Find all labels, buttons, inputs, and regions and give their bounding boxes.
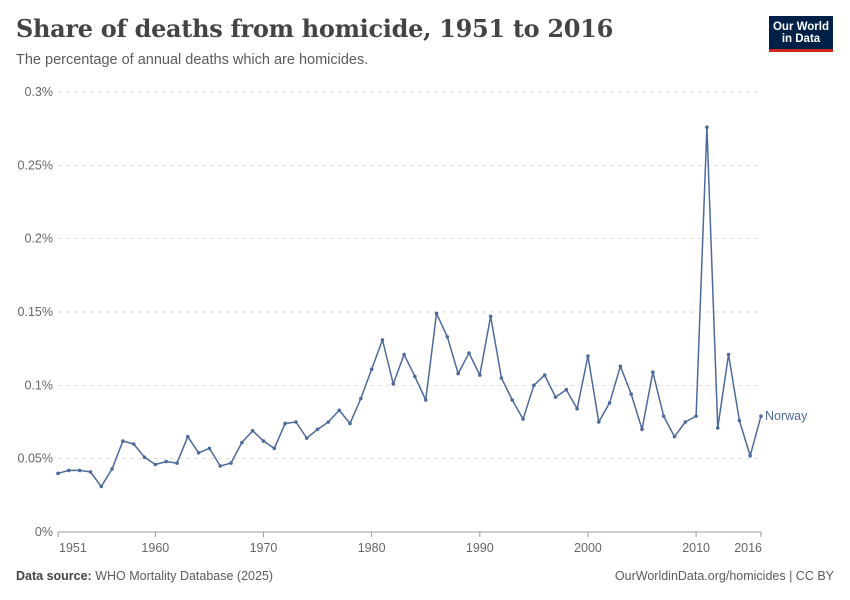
owid-logo[interactable]: Our World in Data	[769, 16, 833, 52]
data-point	[499, 376, 504, 380]
data-point	[683, 420, 688, 424]
x-tick-label: 1990	[466, 541, 494, 555]
data-point	[56, 471, 60, 476]
data-point	[488, 314, 493, 319]
data-point	[207, 446, 212, 451]
data-point	[510, 398, 515, 402]
data-point	[272, 446, 277, 451]
data-point	[705, 125, 709, 129]
x-tick-label: 2016	[734, 541, 762, 555]
x-tick-label: 1970	[250, 541, 278, 555]
data-point	[596, 420, 601, 424]
y-tick-label: 0%	[35, 525, 53, 539]
data-point	[380, 338, 385, 342]
data-point	[661, 414, 666, 418]
data-point	[99, 484, 104, 489]
data-point	[737, 418, 742, 423]
data-point	[164, 459, 168, 464]
data-point	[185, 434, 190, 439]
data-point	[348, 421, 352, 426]
data-point	[77, 468, 82, 473]
y-tick-label: 0.1%	[25, 378, 54, 392]
data-point	[67, 468, 71, 473]
y-tick-label: 0.05%	[18, 452, 53, 466]
data-source-label: Data source:	[16, 569, 92, 583]
data-point	[532, 383, 536, 388]
data-point	[456, 371, 460, 376]
data-point	[229, 461, 233, 465]
series-line-norway	[57, 126, 762, 488]
series-label-norway: Norway	[765, 409, 808, 423]
data-point	[142, 455, 147, 460]
data-point	[575, 407, 579, 411]
data-point	[759, 414, 763, 418]
chart-title: Share of deaths from homicide, 1951 to 2…	[16, 14, 613, 43]
data-point	[110, 467, 114, 471]
data-point	[88, 470, 93, 474]
x-tick-label: 1980	[358, 541, 386, 555]
x-tick-label: 2010	[682, 541, 710, 555]
data-point	[337, 408, 342, 413]
data-point	[131, 442, 136, 446]
data-point	[423, 398, 428, 402]
data-point	[694, 414, 698, 418]
data-point	[445, 335, 450, 339]
data-point	[369, 367, 374, 372]
x-tick-label: 1960	[141, 541, 169, 555]
data-point	[315, 427, 320, 432]
data-source-value[interactable]: WHO Mortality Database (2025)	[95, 569, 274, 583]
data-point	[261, 439, 266, 443]
data-point	[542, 373, 547, 377]
data-point	[121, 439, 125, 443]
chart-subtitle: The percentage of annual deaths which ar…	[16, 52, 369, 68]
data-source: Data source: WHO Mortality Database (202…	[16, 569, 273, 583]
data-point	[218, 464, 223, 468]
data-point	[359, 396, 363, 401]
data-point	[467, 351, 471, 355]
data-point	[715, 426, 720, 430]
data-point	[672, 434, 677, 439]
data-point	[726, 352, 731, 357]
data-point	[326, 420, 331, 424]
data-point	[153, 462, 158, 467]
y-tick-label: 0.2%	[25, 232, 54, 246]
data-point	[413, 374, 417, 379]
data-point	[553, 395, 558, 399]
data-point	[250, 429, 255, 433]
data-point	[618, 364, 623, 369]
data-point	[607, 401, 612, 405]
logo-line-2: in Data	[781, 33, 821, 45]
x-tick-label: 1951	[59, 541, 87, 555]
data-point	[402, 352, 406, 357]
data-point	[391, 382, 396, 386]
data-point	[175, 461, 179, 465]
data-point	[196, 451, 201, 455]
data-point	[478, 373, 482, 377]
data-point	[748, 453, 752, 458]
y-tick-label: 0.25%	[18, 158, 53, 172]
data-point	[304, 436, 309, 440]
data-point	[294, 420, 298, 424]
data-point	[586, 354, 590, 358]
data-point	[434, 311, 439, 316]
data-point	[521, 417, 525, 421]
data-point	[640, 427, 644, 432]
y-tick-label: 0.3%	[25, 85, 54, 99]
data-point	[283, 421, 287, 426]
x-tick-label: 2000	[574, 541, 602, 555]
data-point	[629, 392, 634, 396]
data-point	[240, 440, 244, 445]
logo-line-1: Our World	[772, 21, 829, 33]
data-point	[651, 370, 655, 374]
data-point	[564, 387, 569, 392]
footer-link[interactable]: OurWorldinData.org/homicides | CC BY	[614, 569, 834, 583]
y-tick-label: 0.15%	[18, 305, 53, 319]
